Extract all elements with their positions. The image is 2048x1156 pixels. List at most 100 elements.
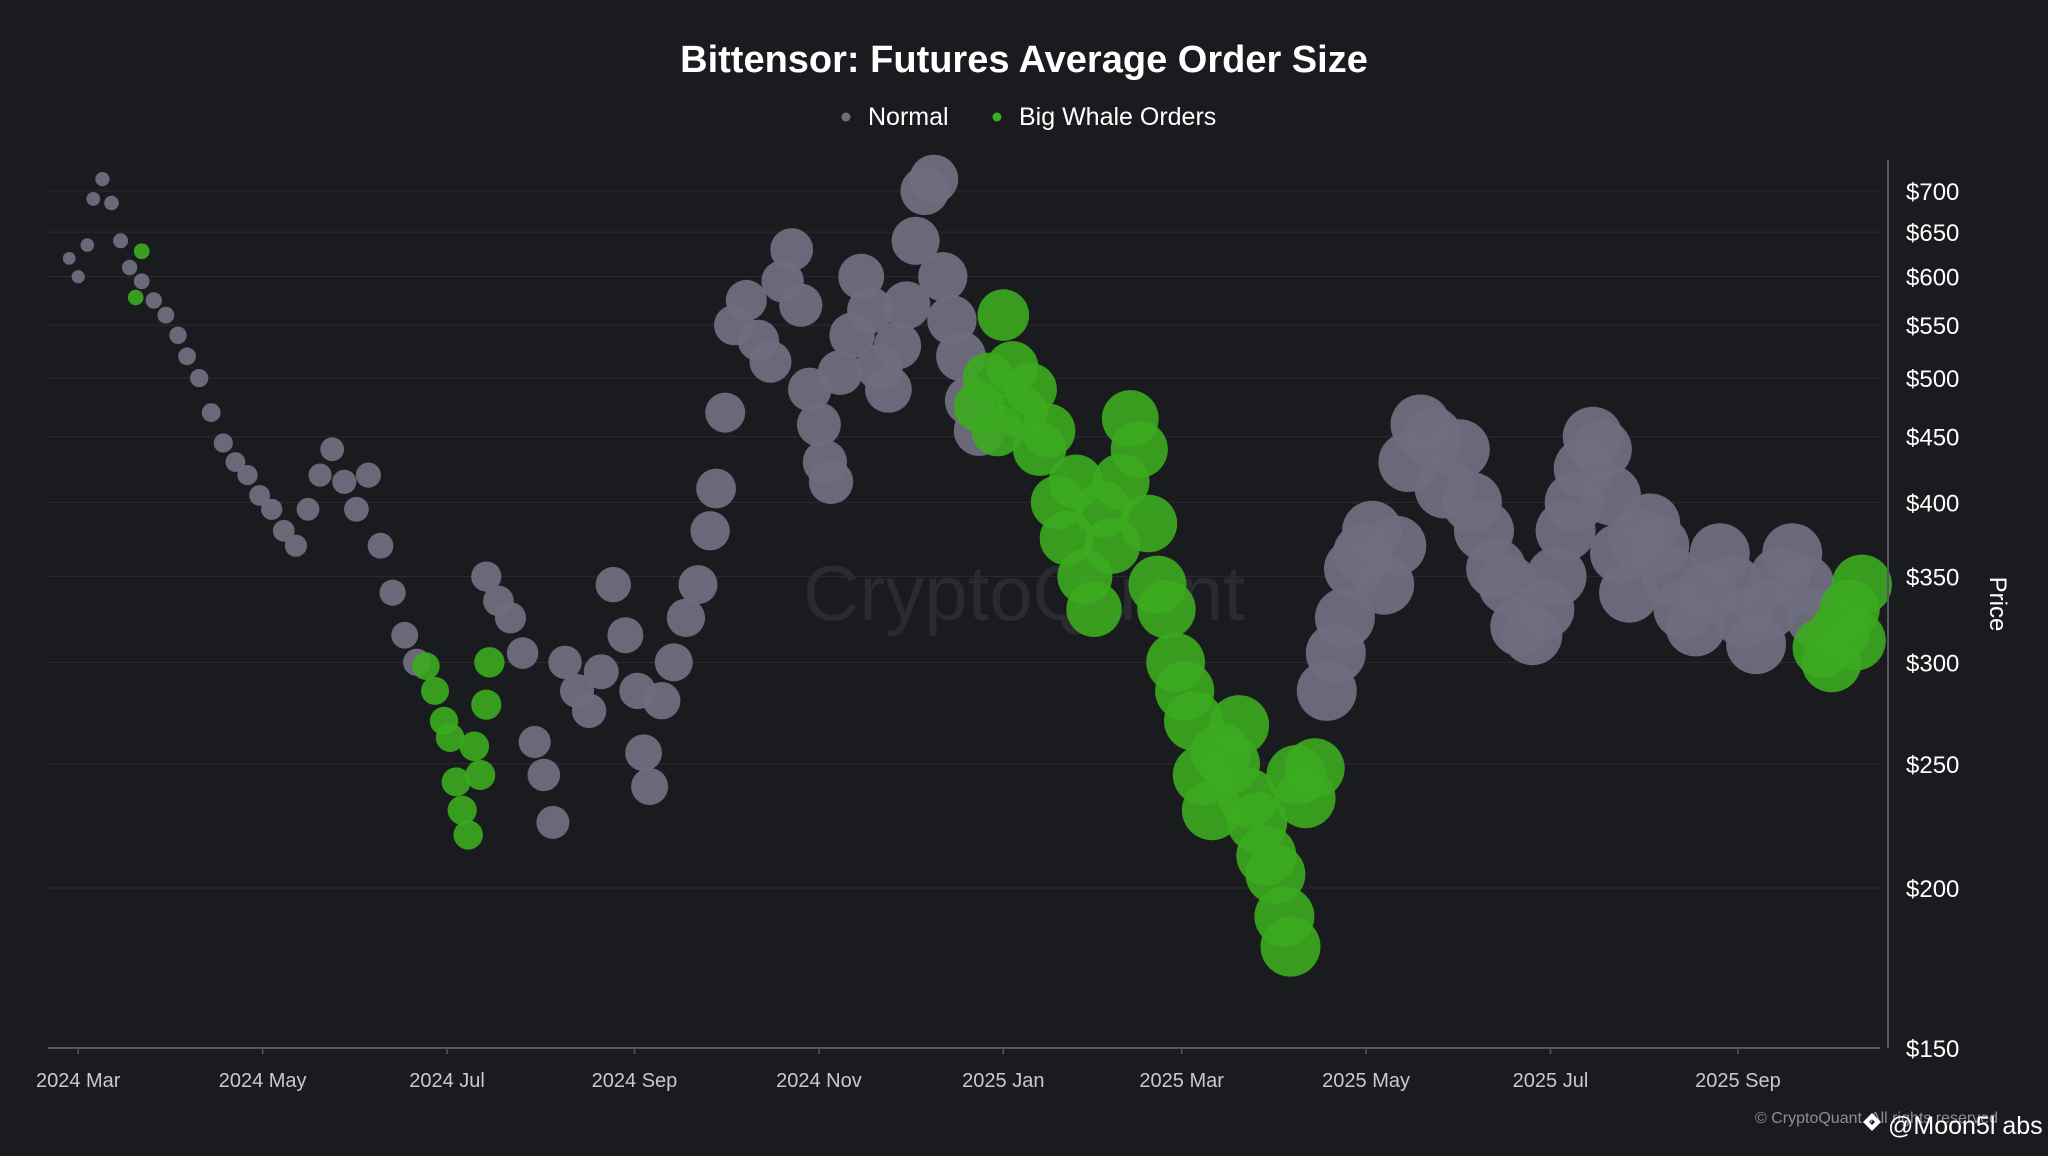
- normal-point[interactable]: [749, 340, 792, 383]
- normal-point[interactable]: [86, 192, 101, 206]
- normal-point[interactable]: [705, 392, 746, 433]
- normal-point[interactable]: [891, 216, 940, 265]
- whale-point[interactable]: [421, 676, 449, 705]
- normal-point[interactable]: [332, 469, 357, 494]
- whale-point[interactable]: [412, 652, 440, 680]
- whale-point[interactable]: [1066, 581, 1122, 637]
- normal-point[interactable]: [817, 350, 863, 395]
- normal-point[interactable]: [201, 403, 221, 422]
- normal-point[interactable]: [225, 452, 246, 472]
- normal-point[interactable]: [494, 602, 527, 634]
- normal-point[interactable]: [527, 758, 561, 792]
- normal-point[interactable]: [80, 238, 95, 252]
- whale-point[interactable]: [1825, 610, 1886, 671]
- whale-point[interactable]: [1260, 916, 1321, 977]
- whale-point[interactable]: [1119, 494, 1178, 553]
- normal-point[interactable]: [367, 532, 394, 559]
- whale-point[interactable]: [474, 647, 505, 678]
- y-tick-label: $650: [1906, 220, 1959, 247]
- normal-point[interactable]: [625, 734, 662, 772]
- y-tick-label: $400: [1906, 490, 1959, 517]
- whale-point[interactable]: [1209, 695, 1270, 756]
- normal-point[interactable]: [237, 465, 258, 486]
- normal-point[interactable]: [344, 496, 369, 522]
- whale-point[interactable]: [1021, 403, 1076, 458]
- whale-point[interactable]: [977, 289, 1030, 341]
- normal-point[interactable]: [121, 259, 138, 276]
- normal-point[interactable]: [607, 617, 644, 654]
- normal-point[interactable]: [690, 511, 730, 551]
- normal-point[interactable]: [1314, 587, 1375, 648]
- legend-label-normal[interactable]: Normal: [868, 103, 949, 131]
- normal-point[interactable]: [113, 233, 129, 249]
- normal-point[interactable]: [157, 306, 175, 324]
- normal-point[interactable]: [536, 805, 570, 839]
- whale-point[interactable]: [435, 723, 465, 752]
- whale-point[interactable]: [465, 760, 496, 790]
- whale-point[interactable]: [459, 731, 490, 762]
- normal-point[interactable]: [308, 463, 332, 487]
- normal-point[interactable]: [1526, 546, 1587, 607]
- normal-point[interactable]: [678, 565, 718, 605]
- normal-point[interactable]: [355, 462, 381, 488]
- normal-point[interactable]: [272, 519, 295, 542]
- normal-point[interactable]: [506, 637, 539, 669]
- whale-point[interactable]: [1110, 420, 1168, 478]
- normal-point[interactable]: [865, 366, 912, 413]
- normal-point[interactable]: [145, 292, 162, 309]
- normal-point[interactable]: [1366, 515, 1427, 576]
- normal-point[interactable]: [696, 468, 736, 509]
- whale-point[interactable]: [1004, 363, 1057, 416]
- normal-point[interactable]: [631, 768, 669, 805]
- plot-area: [62, 154, 1892, 977]
- whale-point[interactable]: [447, 795, 477, 825]
- normal-point[interactable]: [133, 273, 150, 290]
- normal-point[interactable]: [284, 534, 307, 557]
- normal-point[interactable]: [847, 287, 894, 334]
- whale-point[interactable]: [453, 820, 483, 850]
- whale-point[interactable]: [1284, 738, 1345, 799]
- whale-point[interactable]: [1831, 554, 1892, 615]
- normal-point[interactable]: [882, 281, 931, 330]
- normal-point[interactable]: [1429, 419, 1490, 480]
- normal-point[interactable]: [391, 621, 419, 649]
- normal-point[interactable]: [808, 459, 854, 504]
- normal-point[interactable]: [779, 283, 823, 327]
- whale-point[interactable]: [441, 767, 471, 797]
- y-tick-label: $700: [1906, 179, 1959, 206]
- normal-point[interactable]: [62, 252, 76, 265]
- normal-point[interactable]: [178, 347, 197, 366]
- normal-point[interactable]: [379, 579, 406, 606]
- normal-point[interactable]: [71, 270, 85, 284]
- whale-point[interactable]: [1137, 580, 1196, 639]
- normal-point[interactable]: [595, 566, 631, 603]
- normal-point[interactable]: [548, 645, 582, 679]
- normal-point[interactable]: [190, 369, 209, 388]
- legend-label-big-whale[interactable]: Big Whale Orders: [1019, 103, 1216, 131]
- whale-point[interactable]: [127, 289, 144, 306]
- normal-point[interactable]: [104, 195, 119, 211]
- normal-point[interactable]: [518, 725, 551, 759]
- normal-point[interactable]: [643, 682, 681, 720]
- normal-point[interactable]: [918, 252, 968, 302]
- normal-point[interactable]: [571, 693, 607, 728]
- normal-point[interactable]: [296, 497, 320, 521]
- normal-point[interactable]: [169, 326, 187, 344]
- normal-point[interactable]: [873, 322, 922, 370]
- normal-point[interactable]: [583, 654, 619, 690]
- normal-point[interactable]: [249, 485, 270, 506]
- normal-point[interactable]: [770, 228, 814, 271]
- normal-point[interactable]: [95, 172, 110, 187]
- normal-point[interactable]: [796, 402, 841, 447]
- normal-point[interactable]: [725, 279, 767, 321]
- normal-point[interactable]: [654, 643, 693, 682]
- normal-point[interactable]: [1571, 419, 1632, 480]
- whale-point[interactable]: [133, 243, 150, 260]
- normal-point[interactable]: [213, 433, 233, 453]
- normal-point[interactable]: [666, 598, 706, 637]
- normal-point[interactable]: [471, 561, 502, 592]
- normal-point[interactable]: [909, 154, 959, 204]
- normal-point[interactable]: [261, 498, 283, 520]
- whale-point[interactable]: [471, 689, 502, 720]
- normal-point[interactable]: [320, 437, 345, 462]
